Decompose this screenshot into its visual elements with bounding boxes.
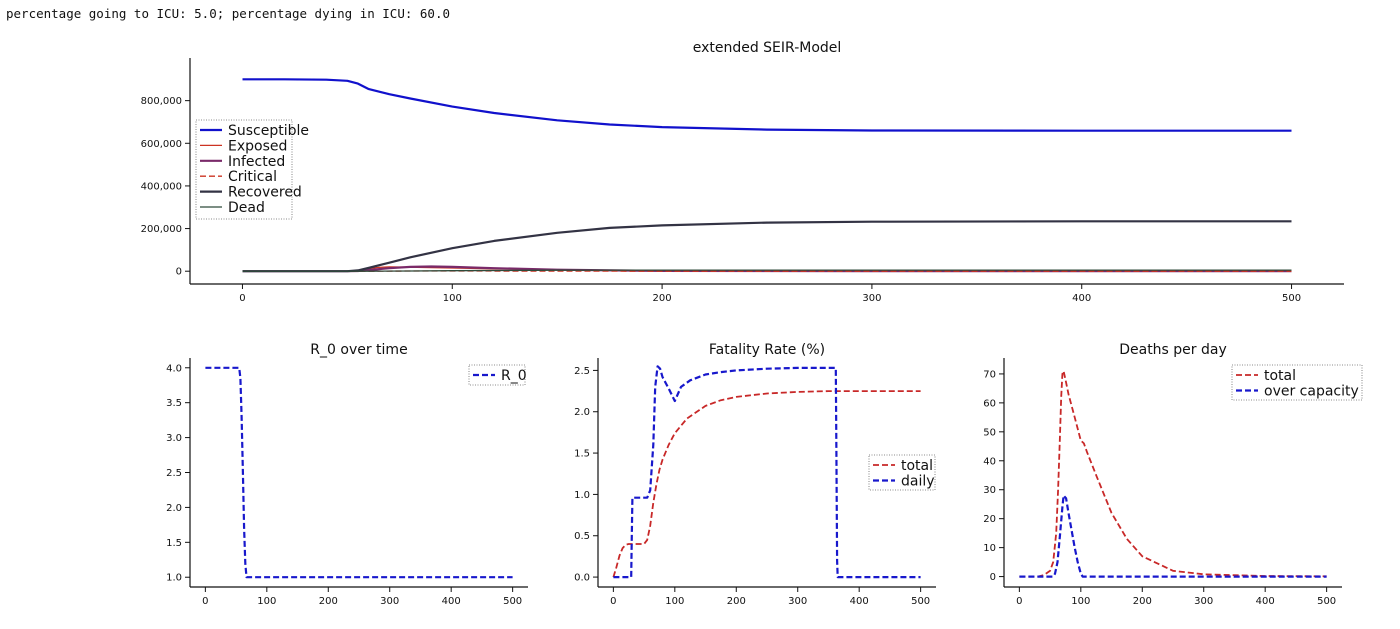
deaths-panel: Deaths per day 0 100 200 300 400 500 0 10 20 30 40 5… bbox=[983, 342, 1363, 607]
deaths-y-tick-label: 20 bbox=[983, 514, 996, 525]
fatality-legend-label: daily bbox=[901, 474, 935, 490]
deaths-y-tick-label: 30 bbox=[983, 485, 996, 496]
fatality-y-tick-label: 1.0 bbox=[574, 490, 590, 501]
r0-panel: R_0 over time 0 100 200 300 400 500 1.0 1.5 2.0 2.… bbox=[166, 342, 528, 607]
seir-legend-label: Critical bbox=[228, 169, 277, 185]
fatality-series-daily bbox=[613, 365, 921, 579]
seir-legend-label: Susceptible bbox=[228, 123, 309, 139]
r0-y-tick-label: 1.5 bbox=[166, 538, 182, 549]
seir-x-tick-label: 300 bbox=[862, 293, 881, 304]
fatality-y-tick-label: 2.5 bbox=[574, 366, 590, 377]
seir-legend-label: Infected bbox=[228, 154, 285, 170]
seir-panel: extended SEIR-Model 0 100 200 300 400 500 0 200,… bbox=[141, 40, 1344, 304]
fatality-x-tick-label: 500 bbox=[911, 596, 930, 607]
fatality-x-tick-label: 400 bbox=[850, 596, 869, 607]
fatality-x-tick-label: 100 bbox=[665, 596, 684, 607]
deaths-series-total bbox=[1019, 370, 1327, 578]
fatality-y-tick-label: 2.0 bbox=[574, 407, 590, 418]
fatality-y-tick-label: 0.5 bbox=[574, 531, 590, 542]
deaths-y-tick-label: 70 bbox=[983, 369, 996, 380]
r0-y-tick-label: 4.0 bbox=[166, 363, 182, 374]
seir-y-tick-label: 400,000 bbox=[141, 181, 182, 192]
fatality-y-tick-label: 1.5 bbox=[574, 449, 590, 460]
seir-legend-label: Recovered bbox=[228, 185, 302, 201]
seir-y-tick-label: 0 bbox=[176, 267, 182, 278]
seir-legend-label: Exposed bbox=[228, 138, 287, 154]
deaths-x-tick-label: 500 bbox=[1317, 596, 1336, 607]
deaths-legend-label: over capacity bbox=[1264, 384, 1359, 400]
r0-x-tick-label: 200 bbox=[319, 596, 338, 607]
fatality-series-total bbox=[612, 390, 921, 578]
deaths-x-tick-label: 200 bbox=[1133, 596, 1152, 607]
deaths-y-tick-label: 50 bbox=[983, 427, 996, 438]
seir-y-tick-label: 600,000 bbox=[141, 139, 182, 150]
deaths-y-tick-label: 40 bbox=[983, 456, 996, 467]
deaths-x-tick-label: 0 bbox=[1016, 596, 1022, 607]
seir-legend-box bbox=[195, 119, 293, 220]
deaths-x-tick-label: 300 bbox=[1194, 596, 1213, 607]
seir-y-tick-label: 800,000 bbox=[141, 96, 182, 107]
deaths-y-tick-label: 0 bbox=[990, 572, 996, 583]
seir-series-dead bbox=[242, 269, 1292, 272]
seir-title: extended SEIR-Model bbox=[693, 40, 842, 56]
seir-x-tick-label: 500 bbox=[1282, 293, 1301, 304]
fatality-title: Fatality Rate (%) bbox=[709, 342, 825, 358]
seir-legend-label: Dead bbox=[228, 200, 265, 216]
r0-y-tick-label: 2.5 bbox=[166, 468, 182, 479]
seir-x-tick-label: 200 bbox=[653, 293, 672, 304]
r0-title: R_0 over time bbox=[310, 342, 407, 358]
r0-series-r-0 bbox=[205, 366, 513, 579]
deaths-series-over-capacity bbox=[1019, 494, 1327, 578]
r0-y-tick-label: 1.0 bbox=[166, 573, 182, 584]
r0-x-tick-label: 0 bbox=[202, 596, 208, 607]
fatality-x-tick-label: 200 bbox=[727, 596, 746, 607]
deaths-legend-label: total bbox=[1264, 368, 1296, 384]
seir-x-tick-label: 400 bbox=[1072, 293, 1091, 304]
fatality-panel: Fatality Rate (%) 0 100 200 300 400 500 0.0 0.5 1… bbox=[574, 342, 936, 607]
deaths-x-tick-label: 400 bbox=[1256, 596, 1275, 607]
deaths-legend-box bbox=[1231, 364, 1363, 401]
deaths-x-tick-label: 100 bbox=[1071, 596, 1090, 607]
deaths-y-tick-label: 60 bbox=[983, 398, 996, 409]
fatality-y-tick-label: 0.0 bbox=[574, 573, 590, 584]
deaths-title: Deaths per day bbox=[1119, 342, 1227, 358]
parameters-caption: percentage going to ICU: 5.0; percentage… bbox=[6, 6, 451, 21]
r0-x-tick-label: 100 bbox=[257, 596, 276, 607]
r0-x-tick-label: 500 bbox=[503, 596, 522, 607]
r0-y-tick-label: 3.0 bbox=[166, 433, 182, 444]
r0-y-tick-label: 3.5 bbox=[166, 398, 182, 409]
r0-x-tick-label: 300 bbox=[380, 596, 399, 607]
seir-x-tick-label: 0 bbox=[239, 293, 245, 304]
seir-y-tick-label: 200,000 bbox=[141, 224, 182, 235]
r0-legend-label: R_0 bbox=[501, 368, 527, 384]
fatality-x-tick-label: 0 bbox=[610, 596, 616, 607]
seir-x-tick-label: 100 bbox=[443, 293, 462, 304]
r0-x-tick-label: 400 bbox=[442, 596, 461, 607]
seir-series-susceptible bbox=[242, 78, 1292, 132]
fatality-x-tick-label: 300 bbox=[788, 596, 807, 607]
r0-legend-box bbox=[468, 364, 526, 386]
fatality-legend-box bbox=[868, 454, 936, 491]
r0-y-tick-label: 2.0 bbox=[166, 503, 182, 514]
seir-series-recovered bbox=[242, 220, 1292, 273]
fatality-legend-label: total bbox=[901, 458, 933, 474]
deaths-y-tick-label: 10 bbox=[983, 543, 996, 554]
